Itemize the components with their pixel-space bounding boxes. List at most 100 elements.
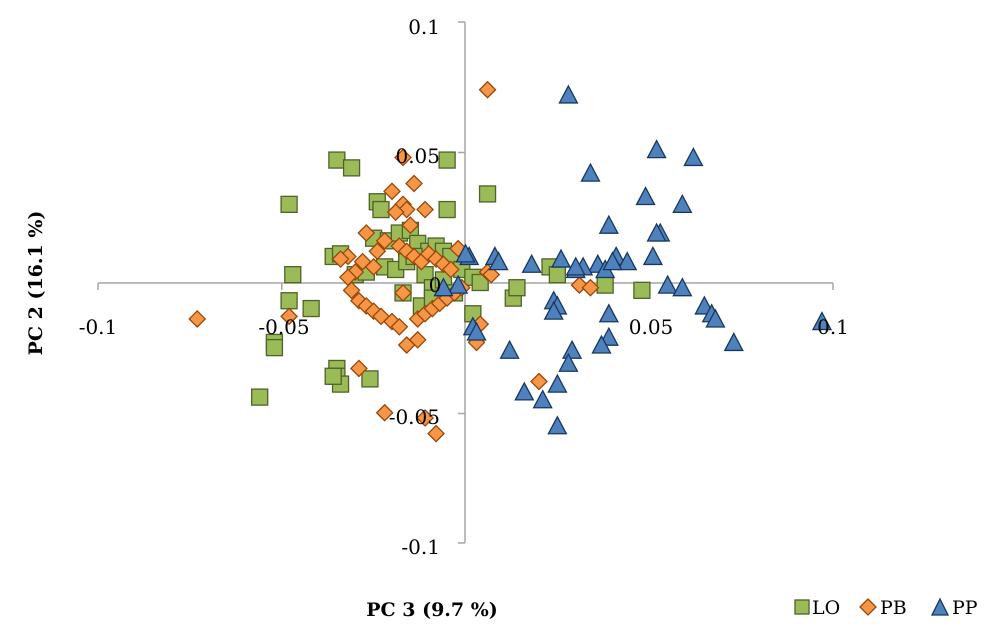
data-point-pp [565, 256, 586, 276]
data-point-pp [642, 246, 664, 266]
tick-labels: -0.1 -0.05 0 0.05 0.1 0.1 0.05 -0.05 -0.… [79, 15, 849, 559]
data-point-lo [471, 273, 489, 292]
data-point-pp [705, 308, 726, 328]
data-point-lo [342, 159, 361, 177]
data-point-lo [280, 292, 298, 310]
data-point-pb [401, 216, 420, 235]
data-point-pp [657, 274, 678, 294]
data-point-pp [723, 332, 744, 352]
y-tick-label: 0.1 [408, 15, 440, 39]
data-point-lo [361, 370, 379, 388]
data-point-pp [532, 389, 553, 409]
data-point-pb [350, 359, 368, 378]
data-point-pb [397, 336, 416, 354]
data-point-pb [478, 80, 497, 99]
data-point-pp [591, 334, 612, 354]
data-point-pb [364, 257, 383, 276]
data-point-pp [448, 274, 469, 294]
data-point-lo [280, 195, 298, 214]
data-point-pb [427, 424, 446, 443]
data-point-pp [672, 193, 693, 214]
data-point-lo [265, 338, 284, 357]
legend-label-pp: PP [952, 597, 978, 619]
data-point-lo [633, 281, 651, 299]
x-tick-label: 0.05 [629, 315, 674, 339]
data-point-pp [635, 186, 656, 206]
data-point-pp [521, 253, 542, 273]
data-point-lo [302, 299, 320, 318]
data-point-pp [499, 339, 520, 359]
data-point-pb [394, 284, 412, 302]
data-point-pp [550, 248, 572, 268]
data-point-pb [375, 403, 394, 422]
data-point-pb [394, 148, 412, 167]
data-point-pp [672, 277, 693, 297]
data-point-pb [581, 278, 600, 297]
x-axis-title: PC 3 (9.7 %) [366, 599, 498, 621]
data-points [188, 80, 833, 443]
data-point-lo [324, 367, 342, 385]
data-point-pb [405, 174, 423, 193]
data-point-pp [646, 139, 667, 159]
data-point-lo [508, 279, 526, 297]
data-point-pb [368, 242, 387, 261]
data-point-pb [390, 317, 409, 336]
y-tick-label: -0.1 [401, 535, 440, 559]
data-point-pb [280, 307, 299, 326]
legend-marker-pb [859, 598, 877, 616]
data-point-pp [466, 321, 487, 341]
data-point-pb [449, 239, 468, 258]
data-point-lo [596, 276, 614, 294]
data-point-lo [548, 266, 567, 284]
data-point-pp [646, 222, 667, 242]
x-tick-label: 0 [429, 273, 442, 297]
data-point-pb [331, 250, 350, 268]
data-point-pb [386, 203, 405, 222]
legend-marker-lo [794, 599, 810, 615]
data-point-pp [598, 303, 619, 323]
data-point-pp [514, 381, 535, 401]
legend-label-pb: PB [880, 597, 907, 619]
data-point-lo [328, 151, 346, 169]
data-point-pb [188, 310, 207, 328]
data-point-pp [433, 277, 454, 297]
legend: LO PB PP [794, 597, 978, 619]
data-point-pp [598, 214, 619, 234]
data-point-pp [547, 373, 568, 393]
data-point-lo [438, 200, 456, 219]
legend-marker-pp [930, 597, 950, 616]
data-point-pp [558, 352, 579, 372]
data-point-pp [602, 251, 623, 271]
data-point-pb [416, 200, 434, 219]
data-point-pb [383, 182, 401, 201]
x-tick-label: -0.05 [258, 315, 309, 339]
data-point-lo [478, 185, 497, 203]
data-point-pb [530, 372, 548, 391]
y-tick-label: -0.05 [389, 405, 440, 429]
data-point-pb [357, 224, 376, 242]
data-point-lo [372, 200, 390, 219]
data-point-lo [438, 151, 456, 169]
x-tick-label: 0.1 [817, 315, 849, 339]
data-point-pp [561, 339, 583, 359]
data-point-pp [547, 415, 568, 435]
data-point-pb [441, 260, 460, 279]
data-point-pp [580, 162, 601, 182]
legend-label-lo: LO [812, 597, 840, 619]
y-axis-title: PC 2 (16.1 %) [25, 211, 47, 356]
data-point-pp [617, 251, 638, 271]
data-point-pb [482, 265, 501, 284]
data-point-pp [543, 300, 564, 320]
data-point-pb [342, 281, 361, 300]
data-point-lo [284, 266, 302, 284]
data-point-pp [683, 147, 704, 167]
data-point-pp [488, 251, 509, 271]
y-tick-label: 0.05 [395, 144, 440, 168]
x-tick-label: -0.1 [79, 315, 118, 339]
data-point-pp [811, 311, 833, 331]
data-point-pb [416, 409, 434, 427]
data-point-lo [251, 388, 269, 406]
data-point-pp [558, 84, 579, 104]
data-point-pb [375, 231, 394, 250]
